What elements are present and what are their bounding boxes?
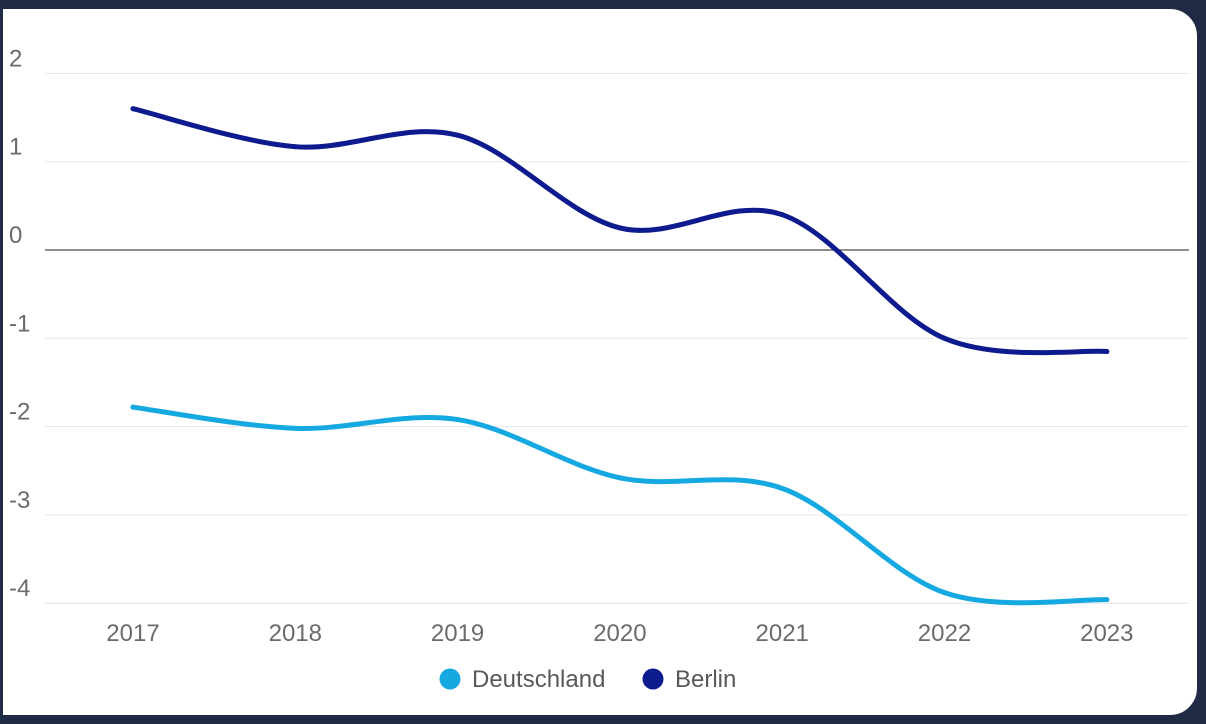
legend-marker [642, 668, 664, 690]
data-point [455, 132, 461, 138]
data-point [942, 335, 947, 341]
y-tick-label: 2 [9, 45, 22, 72]
data-point [942, 590, 947, 596]
legend-label: Deutschland [472, 666, 605, 693]
legend-item-deutschland[interactable]: Deutschland [439, 666, 606, 693]
series-lines [130, 106, 1110, 606]
x-tick-label: 2017 [106, 620, 159, 647]
y-tick-label: 0 [9, 222, 22, 249]
data-point [779, 485, 785, 491]
y-tick-label: -4 [9, 575, 30, 602]
data-point [1104, 349, 1110, 355]
x-tick-label: 2023 [1080, 620, 1133, 647]
legend-marker [439, 668, 461, 690]
line-chart: 2 1 0 -1 -2 -3 -4 2017 2018 2019 2020 2021 2022 2023… [9, 45, 1189, 693]
data-point [617, 475, 623, 481]
legend-label: Berlin [675, 666, 736, 693]
data-point [455, 417, 461, 423]
series-line-deutschland [130, 404, 1110, 606]
y-tick-label: -2 [9, 399, 30, 426]
legend[interactable]: Deutschland Berlin [439, 666, 737, 693]
x-tick-label: 2019 [431, 620, 484, 647]
chart-card: 2 1 0 -1 -2 -3 -4 2017 2018 2019 2020 2021 2022 2023… [0, 6, 1200, 718]
data-point [130, 404, 136, 410]
series-line-berlin [130, 106, 1110, 356]
data-point [292, 425, 298, 431]
data-point [1104, 597, 1110, 603]
y-tick-label: -1 [9, 310, 30, 337]
data-point [292, 144, 298, 150]
data-point [779, 212, 785, 218]
legend-item-berlin[interactable]: Berlin [642, 666, 737, 693]
y-axis-ticks: 2 1 0 -1 -2 -3 -4 [9, 45, 30, 602]
data-point [130, 106, 136, 112]
y-tick-label: -3 [9, 487, 30, 514]
x-tick-label: 2020 [593, 620, 646, 647]
x-tick-label: 2018 [269, 620, 322, 647]
y-tick-label: 1 [9, 134, 22, 161]
x-axis-ticks: 2017 2018 2019 2020 2021 2022 2023 [106, 620, 1133, 647]
x-tick-label: 2021 [756, 620, 809, 647]
data-point [617, 225, 623, 231]
grid-lines [45, 72, 1189, 604]
x-tick-label: 2022 [918, 620, 971, 647]
